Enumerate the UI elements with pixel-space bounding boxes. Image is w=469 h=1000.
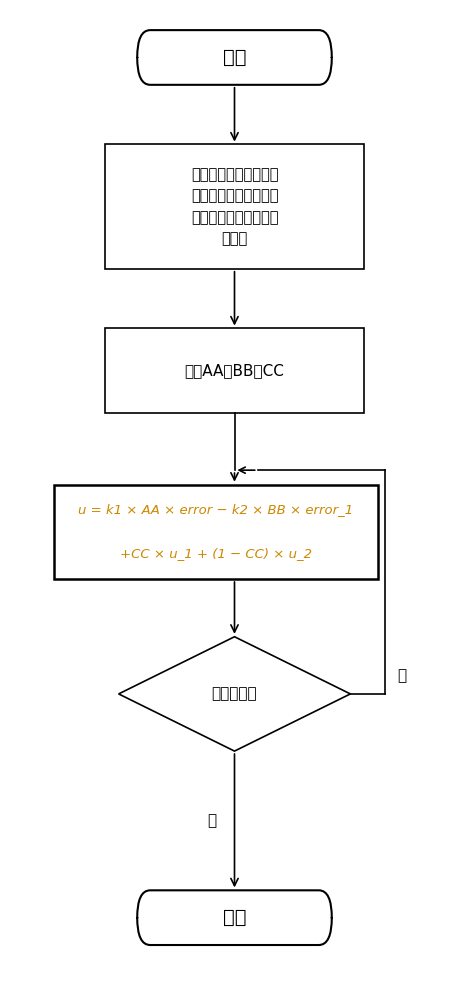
- Bar: [54, 485, 378, 579]
- Text: 开始: 开始: [223, 48, 246, 67]
- Text: +CC × u_1 + (1 − CC) × u_2: +CC × u_1 + (1 − CC) × u_2: [120, 547, 312, 560]
- Text: 测量系统的时间常数和
纯滞后，并设定期望闭
环系统的时间常数和纯
滞后。: 测量系统的时间常数和 纯滞后，并设定期望闭 环系统的时间常数和纯 滞后。: [191, 167, 278, 247]
- Bar: [105, 144, 364, 269]
- Text: 停止指令？: 停止指令？: [212, 686, 257, 701]
- Text: 停止: 停止: [223, 908, 246, 927]
- Text: u = k1 × AA × error − k2 × BB × error_1: u = k1 × AA × error − k2 × BB × error_1: [78, 503, 354, 516]
- FancyBboxPatch shape: [137, 890, 332, 945]
- Bar: [105, 328, 364, 413]
- FancyBboxPatch shape: [137, 30, 332, 85]
- Text: 否: 否: [397, 669, 406, 684]
- Text: 计算AA，BB，CC: 计算AA，BB，CC: [185, 363, 284, 378]
- Text: 是: 是: [207, 813, 216, 828]
- Polygon shape: [119, 637, 350, 751]
